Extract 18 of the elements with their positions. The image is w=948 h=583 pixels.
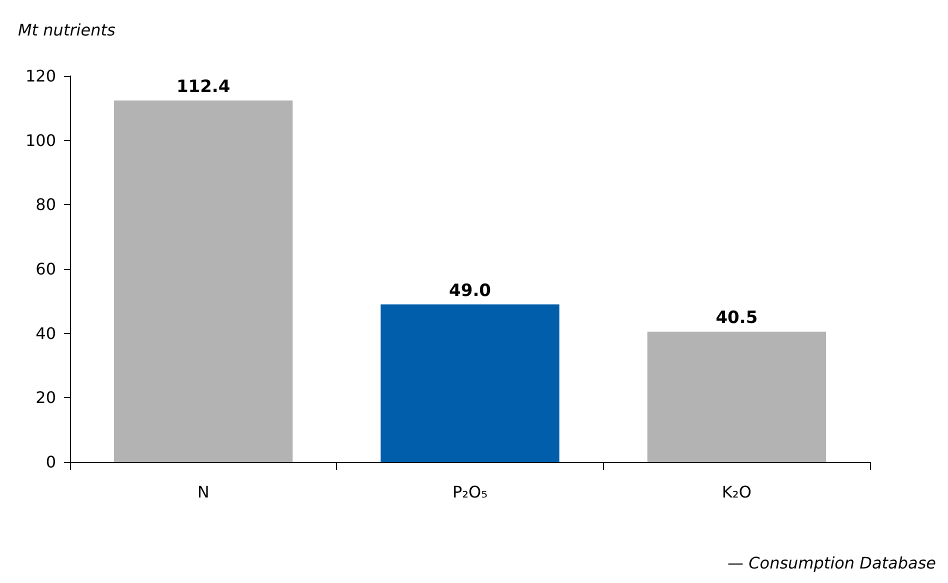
y-axis-title: Mt nutrients [18, 20, 116, 40]
x-tick-label: N [197, 482, 210, 502]
x-tick-label: K₂O [722, 482, 752, 502]
y-tick-label: 100 [25, 130, 56, 150]
y-tick-label: 80 [36, 195, 56, 214]
y-tick-label: 40 [36, 324, 56, 343]
y-tick-label: 0 [46, 452, 56, 472]
y-tick-label: 60 [36, 260, 56, 278]
y-tick-label: 20 [36, 388, 56, 408]
x-tick-label: P₂O₅ [452, 482, 488, 502]
data-label: 112.4 [176, 76, 230, 97]
text: — Consumption Database [728, 554, 936, 572]
bar [380, 304, 560, 462]
data-label: 49.0 [449, 280, 492, 301]
bar [647, 332, 826, 462]
y-tick-label: 120 [25, 66, 56, 86]
data-label: 40.5 [716, 308, 758, 328]
bar [114, 100, 293, 462]
